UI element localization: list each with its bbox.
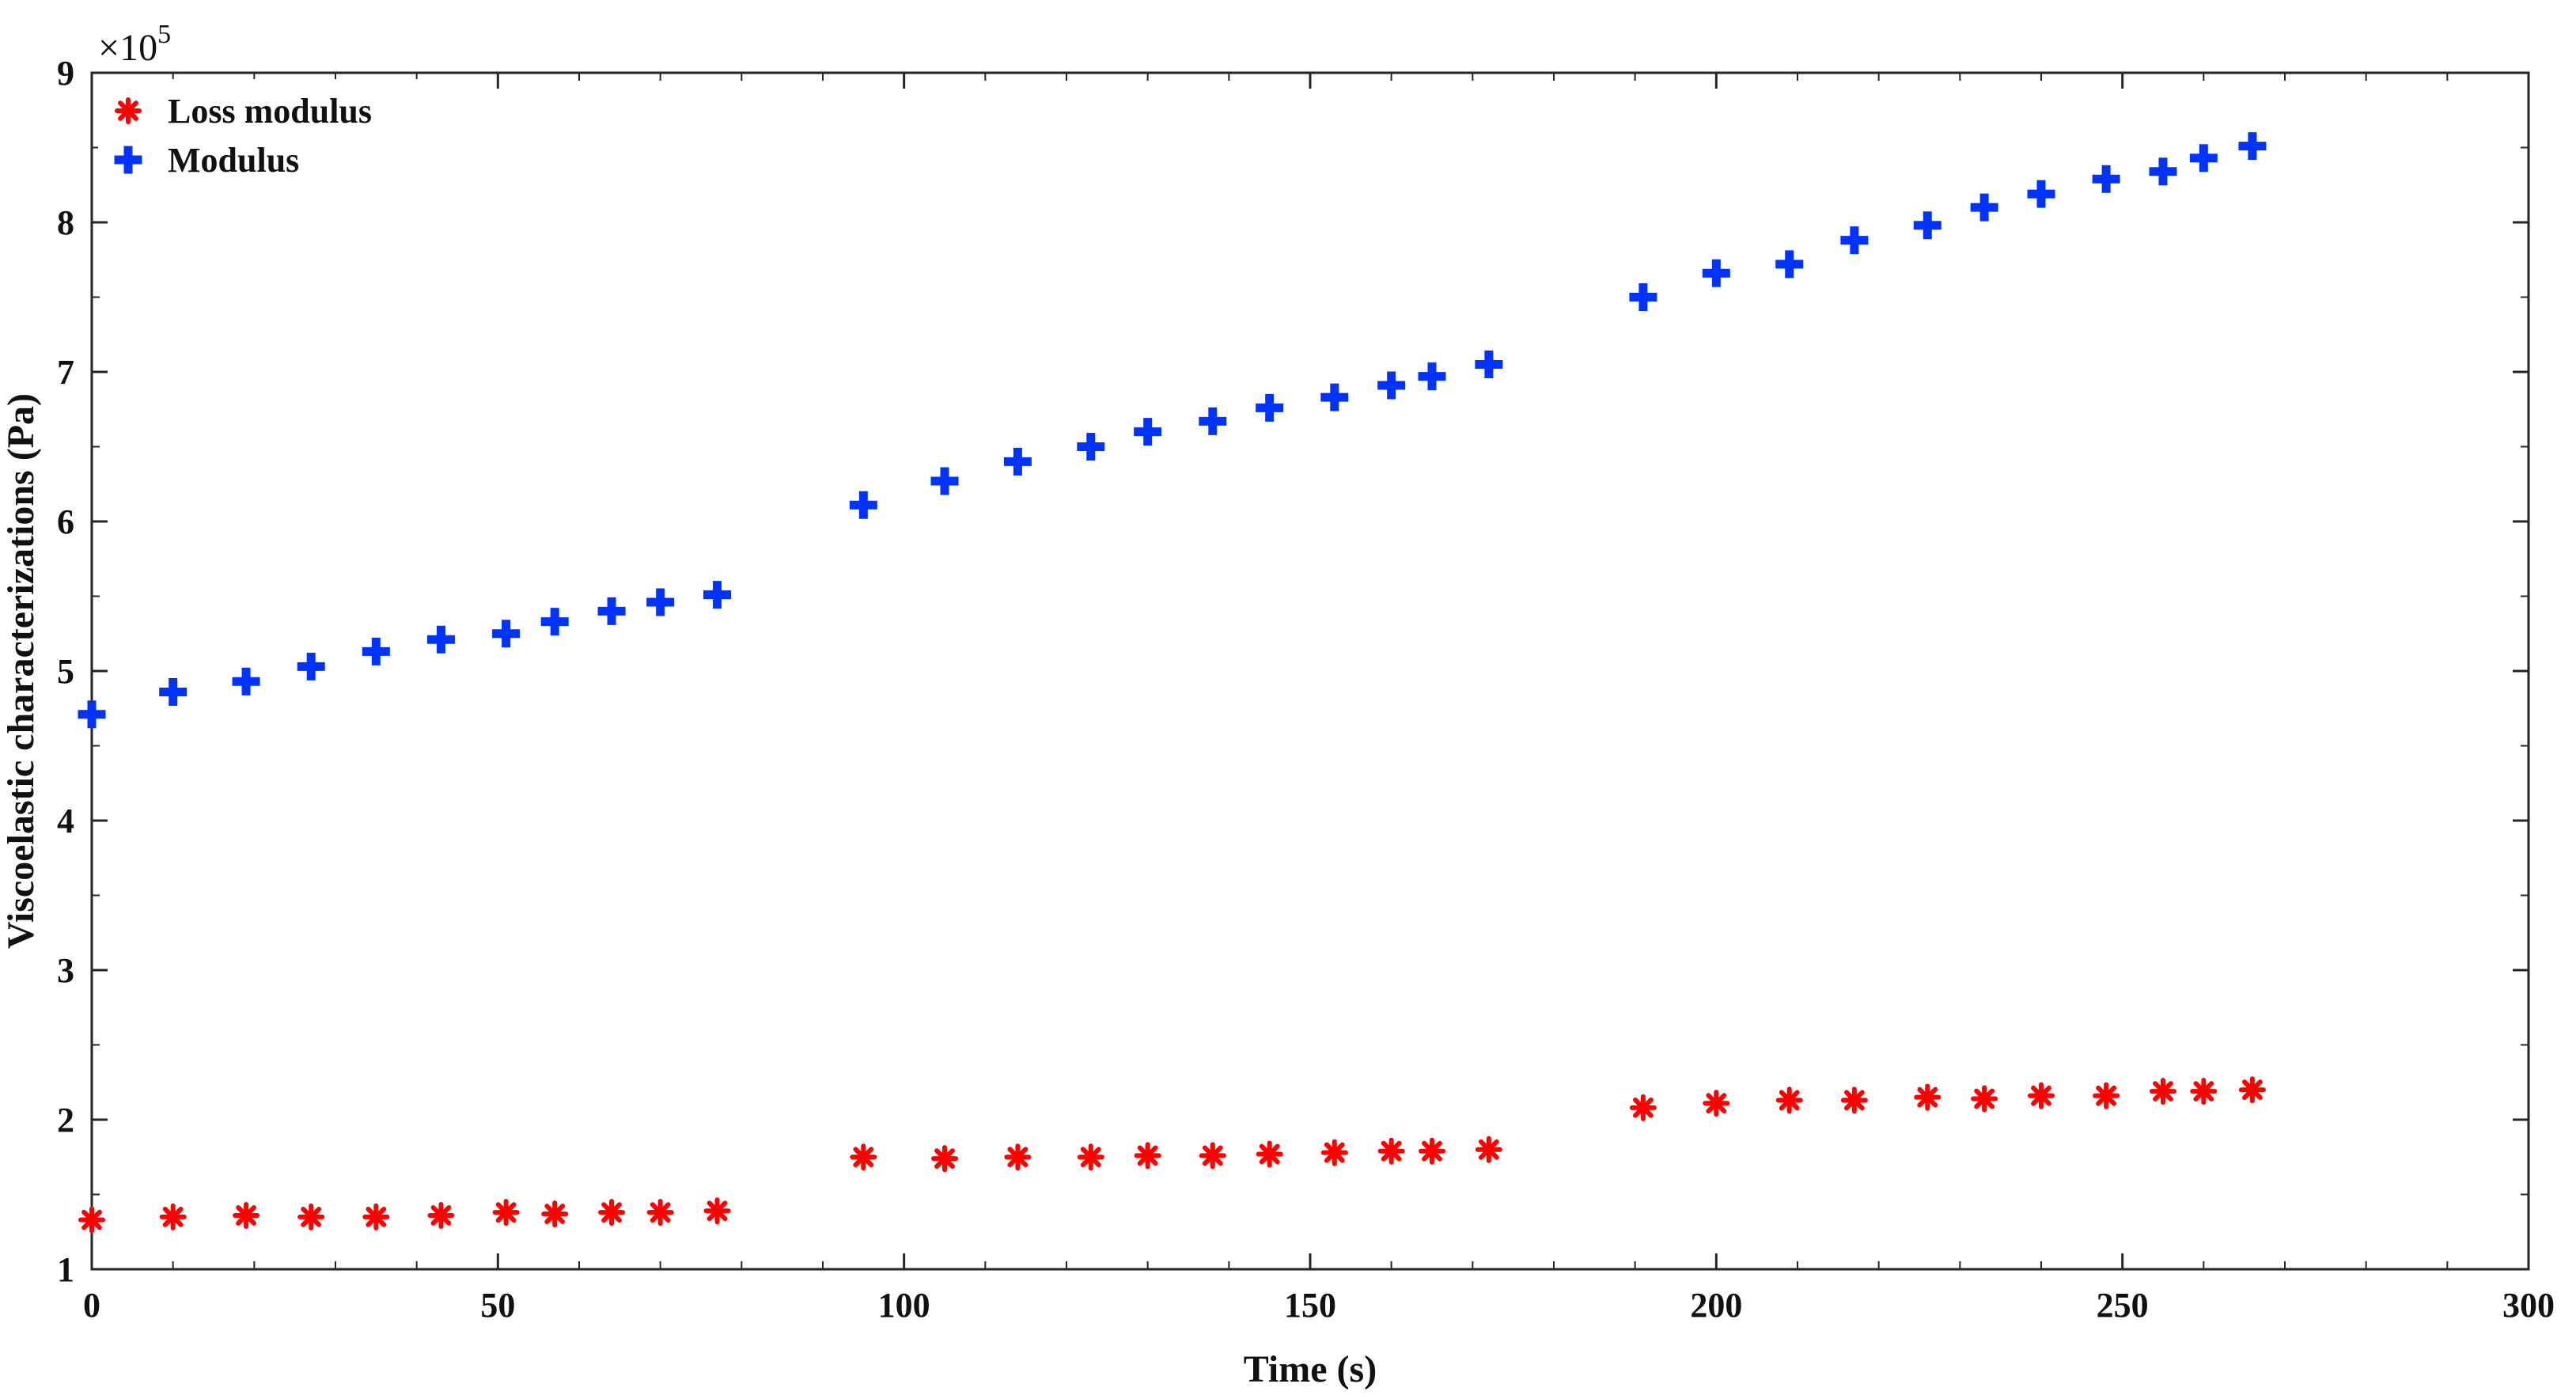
modulus-point (540, 608, 569, 636)
loss-modulus-point (931, 1145, 958, 1173)
y-tick-label: 6 (57, 502, 74, 541)
modulus-point (646, 588, 675, 616)
y-tick-label: 4 (57, 802, 74, 840)
y-tick-label: 7 (57, 353, 74, 392)
modulus-point (1003, 447, 1032, 476)
loss-modulus-point (541, 1200, 569, 1228)
loss-modulus-point (159, 1203, 187, 1230)
loss-modulus-point (1419, 1137, 1445, 1165)
modulus-point (1840, 226, 1869, 255)
loss-modulus-point (850, 1143, 877, 1171)
legend-box (98, 79, 430, 190)
loss-modulus-point (1840, 1086, 1868, 1114)
loss-modulus-point (2150, 1078, 2176, 1105)
loss-modulus-point (1320, 1139, 1348, 1166)
loss-modulus-point (1256, 1140, 1283, 1168)
legend-marker-modulus (114, 146, 142, 174)
y-axis-title: Viscoelastic characterizations (Pa) (0, 393, 42, 949)
modulus-point (849, 491, 877, 519)
modulus-point (426, 625, 455, 654)
modulus-point (362, 637, 390, 665)
x-tick-label: 150 (1284, 1286, 1336, 1325)
loss-modulus-point (1703, 1090, 1730, 1117)
loss-modulus-point (1475, 1136, 1502, 1163)
modulus-point (2149, 157, 2177, 186)
x-axis-title: Time (s) (1244, 1348, 1377, 1390)
modulus-point (1629, 283, 1657, 311)
loss-modulus-point (1775, 1086, 1803, 1114)
x-tick-label: 250 (2097, 1286, 2149, 1325)
y-tick-label: 1 (57, 1250, 74, 1289)
y-multiplier-label: ×105 (98, 20, 171, 69)
modulus-point (1702, 259, 1730, 287)
modulus-point (1256, 393, 1284, 422)
loss-modulus-point (233, 1201, 260, 1229)
loss-modulus-point (78, 1206, 105, 1234)
modulus-point (2238, 132, 2267, 161)
modulus-point (1418, 362, 1446, 391)
plot-area (90, 71, 2530, 1271)
modulus-point (1775, 250, 1804, 279)
modulus-point (78, 700, 106, 729)
loss-modulus-point (703, 1197, 731, 1225)
ticks: 0 50 100 150 200 250 300 1 2 3 4 5 6 7 8 9 (57, 54, 2555, 1325)
y-tick-label: 9 (57, 54, 74, 93)
loss-modulus-point (2190, 1078, 2218, 1105)
loss-modulus-point (1004, 1143, 1032, 1171)
modulus-point (1970, 193, 1998, 222)
modulus-point (1377, 371, 1406, 400)
loss-modulus-point (2238, 1076, 2266, 1104)
loss-modulus-point (2093, 1082, 2120, 1109)
legend-label: Loss modulus (168, 92, 372, 131)
modulus-point (159, 677, 188, 706)
loss-modulus-point (1199, 1142, 1226, 1170)
loss-modulus-point (598, 1199, 626, 1226)
modulus-point (492, 620, 521, 648)
y-tick-label: 3 (57, 951, 74, 990)
legend-marker-loss-modulus (115, 97, 142, 124)
modulus-point (2027, 180, 2055, 208)
modulus-point (2092, 165, 2120, 193)
loss-modulus-point (427, 1201, 455, 1229)
modulus-point (2189, 144, 2218, 173)
loss-modulus-point (1914, 1083, 1941, 1111)
modulus-point (1320, 383, 1349, 411)
y-multiplier-exponent: 5 (157, 20, 171, 49)
modulus-point (1134, 418, 1162, 446)
x-tick-label: 200 (1690, 1286, 1742, 1325)
y-tick-label: 5 (57, 652, 74, 691)
loss-modulus-point (362, 1203, 390, 1230)
modulus-point (232, 667, 260, 696)
modulus-point (930, 467, 959, 495)
modulus-point (1199, 407, 1227, 435)
y-tick-label: 8 (57, 203, 74, 242)
modulus-point (597, 597, 626, 625)
loss-modulus-point (1629, 1094, 1657, 1121)
loss-modulus-point (297, 1203, 325, 1230)
x-tick-label: 100 (878, 1286, 930, 1325)
x-tick-label: 50 (480, 1286, 515, 1325)
loss-modulus-point (646, 1199, 674, 1226)
y-multiplier-base: ×10 (98, 27, 157, 69)
data-markers (78, 132, 2267, 1234)
modulus-point (1077, 433, 1105, 461)
x-tick-label: 0 (83, 1286, 100, 1325)
loss-modulus-point (1077, 1143, 1104, 1171)
x-tick-label: 300 (2502, 1286, 2555, 1325)
legend-label: Modulus (168, 141, 299, 180)
loss-modulus-point (492, 1199, 520, 1226)
modulus-point (1913, 211, 1941, 240)
modulus-point (297, 652, 325, 681)
loss-modulus-point (1377, 1137, 1405, 1165)
modulus-point (1475, 351, 1503, 379)
modulus-point (703, 581, 732, 609)
y-tick-label: 2 (57, 1101, 74, 1139)
loss-modulus-point (2028, 1082, 2055, 1109)
loss-modulus-point (1134, 1142, 1161, 1170)
loss-modulus-point (1971, 1085, 1998, 1113)
legend: Loss modulus Modulus (98, 79, 430, 190)
